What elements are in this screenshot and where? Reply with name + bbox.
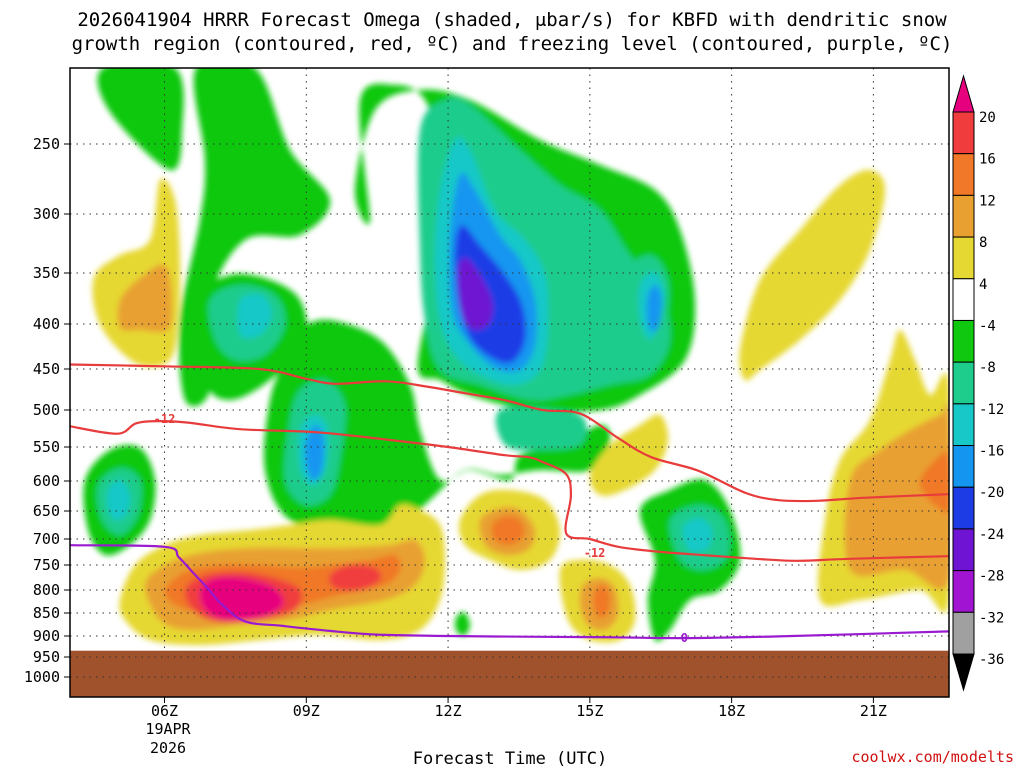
y-tick-300: 300 (33, 205, 60, 223)
colorbar-box-6 (952, 319, 975, 363)
x-tick-12Z: 12Z (435, 702, 462, 720)
contour-label-0: -12 (154, 412, 176, 426)
colorbar-box-12 (952, 570, 975, 613)
colorbar-label-0: 20 (979, 110, 996, 126)
colorbar-label-9: -20 (979, 485, 1004, 501)
colorbar-label-8: -16 (979, 444, 1004, 460)
x-date-line-2: 2026 (150, 739, 186, 757)
colorbar-box-2 (952, 153, 975, 196)
y-tick-900: 900 (33, 627, 60, 645)
omega-shade-30 (589, 414, 669, 496)
omega-shade-31 (739, 169, 885, 381)
omega-shade-3 (263, 319, 611, 537)
y-tick-500: 500 (33, 401, 60, 419)
omega-shade-16 (237, 293, 273, 339)
x-tick-18Z: 18Z (718, 702, 745, 720)
y-tick-450: 450 (33, 360, 60, 378)
colorbar-box-1 (952, 111, 975, 155)
colorbar-label-5: -4 (979, 318, 996, 334)
omega-shade-25 (457, 257, 493, 331)
contour-freezing-level (70, 544, 949, 640)
omega-shade-20 (682, 517, 713, 553)
plot-frame (69, 67, 950, 698)
colorbar-box-13 (952, 611, 975, 655)
y-tick-850: 850 (33, 604, 60, 622)
omega-shade-22 (304, 425, 325, 481)
omega-field (83, 68, 949, 645)
colorbar-box-8 (952, 403, 975, 447)
colorbar-label-7: -12 (979, 402, 1004, 418)
colorbar-box-7 (952, 361, 975, 405)
colorbar-label-1: 16 (979, 152, 996, 168)
colorbar-bottom-arrow (952, 653, 975, 692)
colorbar-label-13: -36 (979, 652, 1004, 668)
colorbar-label-3: 8 (979, 235, 987, 251)
colorbar-label-10: -24 (979, 527, 1004, 543)
colorbar-box-4 (952, 236, 975, 280)
x-axis-label: Forecast Time (UTC) (413, 749, 607, 768)
y-tick-1000: 1000 (24, 668, 60, 686)
x-date-line-1: 19APR (145, 720, 191, 738)
colorbar-box-11 (952, 528, 975, 572)
credit-text: coolwx.com/modelts (851, 748, 1014, 766)
grid-lines (70, 68, 949, 697)
y-tick-700: 700 (33, 530, 60, 548)
y-tick-400: 400 (33, 315, 60, 333)
y-tick-250: 250 (33, 135, 60, 153)
omega-shade-39 (491, 515, 525, 546)
omega-shade-0 (97, 68, 184, 171)
colorbar-label-6: -8 (979, 360, 996, 376)
omega-shade-33 (117, 264, 173, 333)
contour-label-1: -12 (584, 546, 606, 560)
title-line-2: growth region (contoured, red, ºC) and f… (72, 33, 953, 55)
omega-shade-7 (455, 611, 470, 637)
y-tick-650: 650 (33, 502, 60, 520)
x-tick-09Z: 09Z (293, 702, 320, 720)
x-tick-06Z: 06Z (151, 702, 178, 720)
colorbar-label-11: -28 (979, 569, 1004, 585)
colorbar-box-5 (952, 278, 975, 321)
colorbar-label-2: 12 (979, 193, 996, 209)
colorbar-box-3 (952, 194, 975, 238)
contour-lines: -12 -12 0 (70, 363, 949, 645)
contour-label-2: 0 (681, 631, 688, 645)
y-tick-800: 800 (33, 581, 60, 599)
omega-shade-43 (329, 564, 381, 591)
x-tick-21Z: 21Z (860, 702, 887, 720)
y-tick-350: 350 (33, 264, 60, 282)
y-axis: 250 300 350 400 450 500 550 600 650 700 750 800 850 9… (24, 135, 70, 686)
y-tick-950: 950 (33, 648, 60, 666)
contour-dgz-lower (70, 419, 949, 562)
colorbar-top-arrow (952, 74, 975, 113)
colorbar-label-4: 4 (979, 277, 987, 293)
omega-shade-44 (199, 576, 284, 621)
omega-shade-1 (179, 68, 331, 407)
omega-shade-40 (593, 584, 611, 619)
omega-shade-10 (495, 407, 587, 451)
x-axis: 19APR 2026 06Z 09Z 12Z 15Z 18Z 21Z (145, 697, 887, 757)
omega-shade-23 (646, 284, 663, 333)
omega-shade-41 (919, 451, 949, 514)
omega-shade-18 (106, 479, 131, 521)
y-tick-750: 750 (33, 556, 60, 574)
plot-area: -12 -12 0 (70, 68, 949, 697)
title-line-1: 2026041904 HRRR Forecast Omega (shaded, … (77, 9, 947, 31)
y-tick-600: 600 (33, 472, 60, 490)
x-tick-15Z: 15Z (576, 702, 603, 720)
colorbar-box-10 (952, 486, 975, 530)
y-tick-550: 550 (33, 438, 60, 456)
contour-dgz-upper (70, 363, 949, 503)
colorbar: 20 16 12 8 4 -4 -8 -12 -16 -20 -24 -28 -32 -36 (952, 74, 1004, 692)
colorbar-label-12: -32 (979, 610, 1004, 626)
ground-mask (70, 650, 949, 697)
ground-surface (70, 650, 949, 697)
colorbar-box-9 (952, 445, 975, 488)
